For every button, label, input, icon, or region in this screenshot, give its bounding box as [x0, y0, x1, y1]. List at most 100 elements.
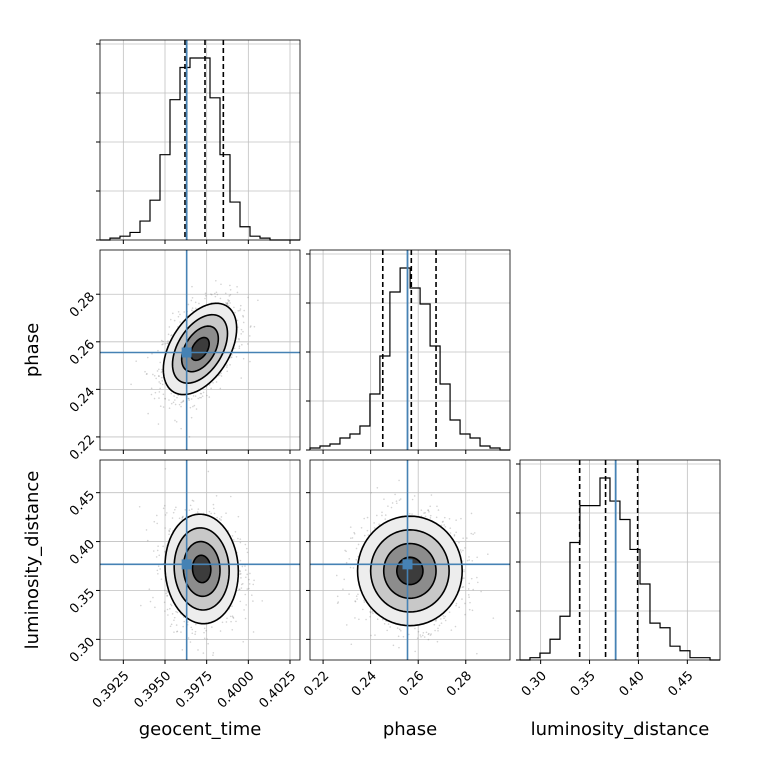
sample-point [159, 568, 161, 570]
sample-point [194, 630, 197, 633]
sample-point [472, 588, 474, 591]
sample-point [466, 559, 469, 562]
sample-point [226, 366, 228, 368]
sample-point [190, 299, 193, 302]
truth-marker [402, 559, 413, 570]
sample-point [411, 498, 414, 501]
sample-point [471, 609, 474, 612]
sample-point [247, 343, 249, 345]
sample-point [233, 347, 236, 350]
sample-point [170, 402, 173, 405]
sample-point [156, 569, 159, 572]
sample-point [135, 360, 137, 362]
sample-point [166, 594, 169, 597]
sample-point [203, 627, 206, 630]
sample-point [394, 493, 396, 496]
sample-point [398, 628, 401, 631]
sample-point [182, 400, 185, 403]
sample-point [189, 641, 192, 643]
sample-point [146, 372, 148, 375]
panel-frame [99, 249, 301, 451]
sample-point [206, 638, 208, 640]
sample-point [220, 516, 223, 518]
sample-point [235, 355, 238, 358]
sample-point [208, 510, 211, 513]
sample-point [370, 491, 372, 494]
sample-point [200, 396, 202, 399]
sample-point [161, 343, 163, 346]
sample-point [163, 504, 166, 507]
sample-point [230, 356, 232, 359]
sample-point [159, 387, 161, 390]
sample-point [156, 522, 158, 525]
sample-point [454, 625, 457, 628]
y-axis-label-luminosity_distance: luminosity_distance [22, 471, 43, 650]
sample-point [443, 617, 445, 620]
sample-point [160, 371, 163, 373]
density-fill [192, 555, 211, 583]
sample-point [181, 517, 184, 519]
sample-point [252, 631, 255, 633]
sample-point [363, 601, 366, 603]
sample-point [242, 357, 245, 360]
sample-point [437, 629, 439, 632]
sample-point [162, 340, 164, 343]
sample-point [246, 573, 248, 576]
sample-point [252, 583, 255, 586]
sample-point [164, 514, 167, 516]
y-tick-label: 0.35 [67, 586, 98, 617]
sample-point [435, 516, 438, 519]
sample-point [459, 549, 462, 551]
sample-point [355, 547, 358, 550]
sample-point [197, 649, 199, 651]
sample-point [248, 335, 251, 337]
sample-point [245, 547, 248, 550]
sample-point [210, 387, 212, 390]
contour-line [382, 542, 437, 600]
sample-point [152, 596, 154, 599]
sample-point [169, 528, 171, 530]
sample-point [194, 395, 197, 397]
sample-point [174, 508, 176, 511]
sample-point [464, 547, 466, 549]
sample-point [230, 620, 232, 623]
sample-point [184, 509, 187, 511]
y-axis-label-phase: phase [22, 323, 43, 377]
sample-point [171, 613, 174, 615]
sample-point [201, 395, 204, 397]
sample-point [155, 514, 158, 517]
sample-point [241, 343, 243, 346]
sample-point [366, 516, 369, 519]
sample-point [240, 587, 243, 589]
sample-point [168, 326, 171, 328]
sample-point [350, 537, 352, 539]
sample-point [173, 319, 176, 322]
y-tick-label: 0.30 [67, 635, 98, 666]
sample-point [448, 517, 451, 520]
contour-line [180, 325, 220, 373]
sample-point [414, 650, 416, 653]
sample-point [353, 531, 355, 534]
sample-point [428, 632, 430, 635]
sample-point [219, 630, 222, 632]
sample-point [166, 595, 168, 597]
sample-point [246, 551, 249, 554]
sample-point [345, 624, 348, 626]
sample-point [381, 511, 383, 514]
sample-point [224, 292, 227, 295]
sample-point [408, 633, 410, 636]
sample-point [170, 392, 173, 395]
sample-point [374, 634, 376, 636]
sample-point [225, 302, 228, 305]
sample-point [192, 405, 194, 408]
sample-point [248, 578, 250, 581]
sample-point [146, 356, 149, 359]
sample-point [427, 509, 430, 512]
sample-point [444, 615, 446, 618]
sample-point [248, 583, 251, 585]
sample-point [230, 356, 233, 358]
sample-point [210, 293, 212, 295]
sample-point [214, 292, 216, 295]
sample-point [181, 518, 183, 521]
sample-point [191, 499, 194, 502]
